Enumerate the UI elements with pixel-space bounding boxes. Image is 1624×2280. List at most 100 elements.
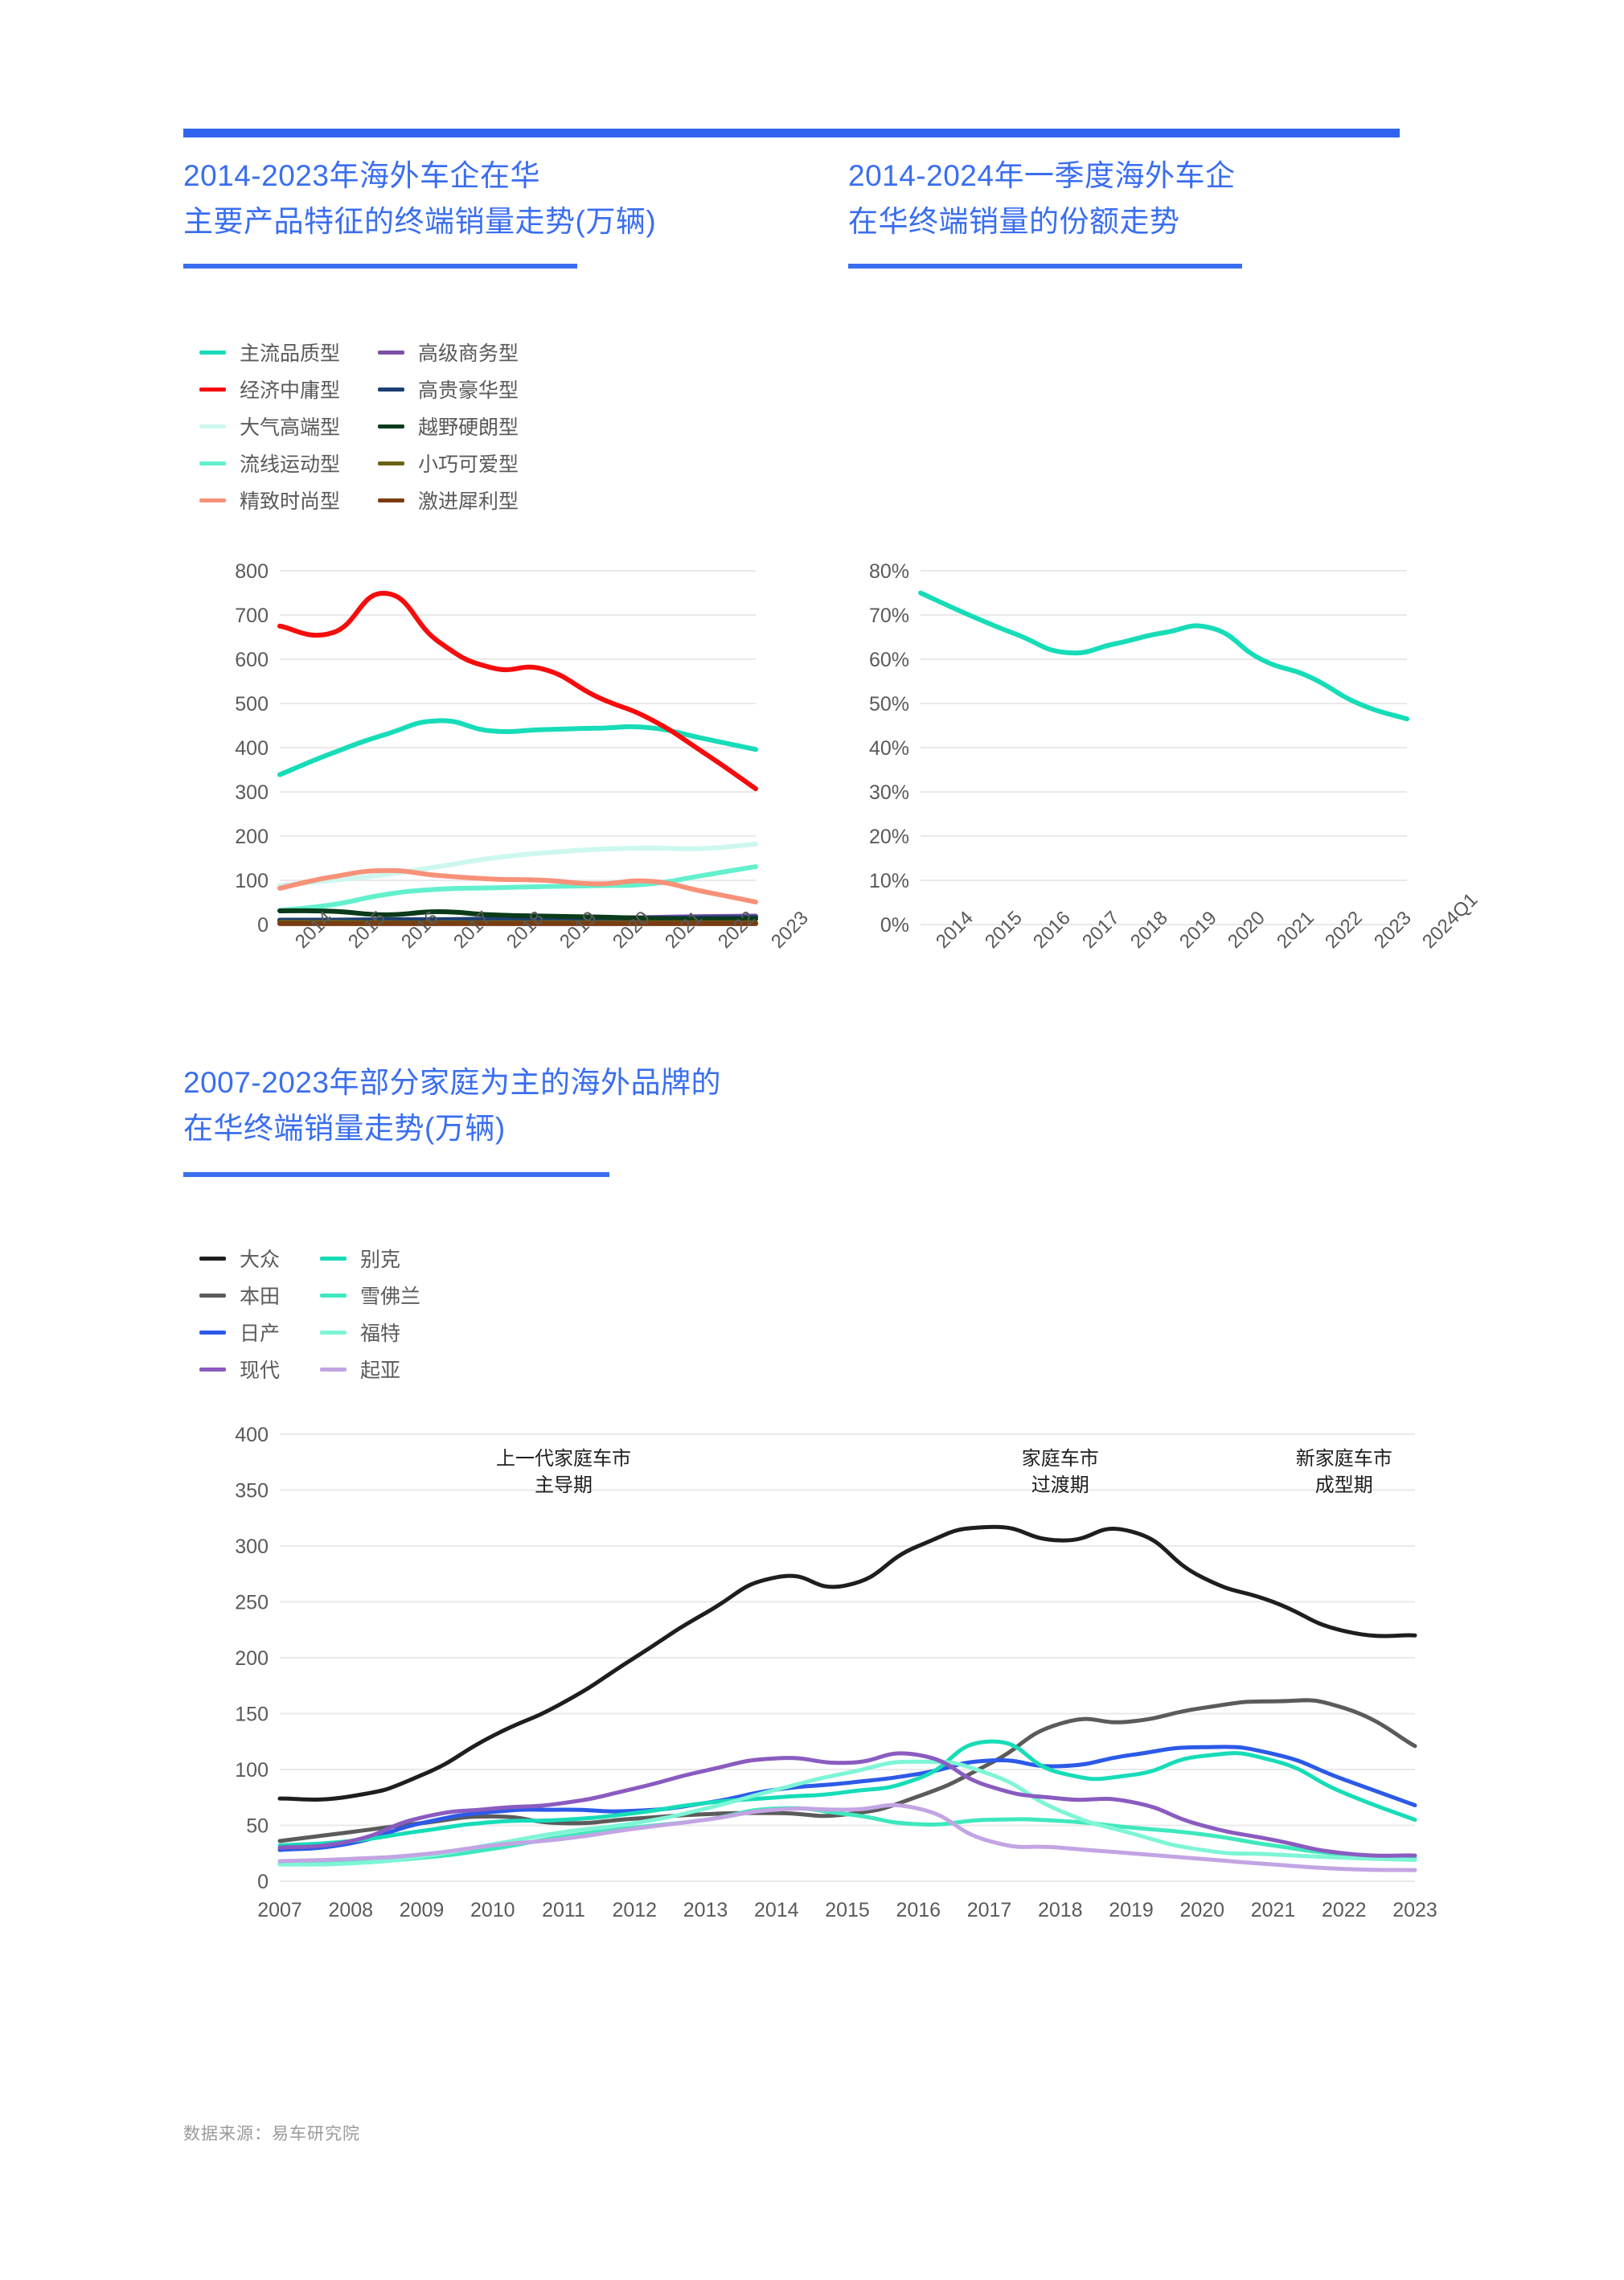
legend-item[interactable]: 激进犀利型	[378, 482, 556, 519]
x-axis-tick-label: 2012	[612, 1899, 658, 1921]
series-line	[277, 1806, 1417, 1866]
legend-swatch-icon	[320, 1330, 347, 1335]
chart1-title-underline	[183, 264, 577, 269]
legend-label: 小巧可爱型	[418, 453, 519, 476]
x-axis-tick-label: 2010	[470, 1899, 515, 1921]
legend-swatch-icon	[199, 1330, 226, 1335]
chart2-overseas-share: 0% 10% 20% 30% 40% 50% 60% 70% 80% 2014 2015 2016 20…	[820, 560, 1483, 1013]
legend-label: 日产	[240, 1322, 281, 1345]
y-axis-tick-label: 200	[235, 1647, 269, 1670]
legend-item[interactable]: 日产	[199, 1314, 320, 1351]
legend-swatch-icon	[378, 350, 404, 355]
legend-swatch-icon	[199, 387, 226, 392]
legend-item[interactable]: 大众	[199, 1240, 320, 1277]
legend-label: 大众	[240, 1249, 281, 1271]
chart1-title: 2014-2023年海外车企在华 主要产品特征的终端销量走势(万辆)	[183, 159, 657, 238]
legend-label: 流线运动型	[240, 453, 341, 476]
y-axis-tick-label: 80%	[869, 563, 909, 583]
y-axis-tick-label: 300	[235, 1536, 269, 1558]
legend-item[interactable]: 本田	[199, 1277, 320, 1314]
legend-label: 大气高端型	[240, 416, 341, 439]
series-line	[277, 908, 758, 922]
legend-item[interactable]: 现代	[199, 1351, 320, 1388]
chart1-legend: 主流品质型 高级商务型经济中庸型 高贵豪华型大气高端型 越野硬朗型流线运动型 小巧可爱型…	[199, 334, 585, 519]
series-line	[277, 867, 758, 904]
series-line	[277, 1739, 1417, 1848]
period-annotation: 家庭车市 过渡期	[1021, 1448, 1099, 1496]
legend-swatch-icon	[199, 350, 226, 355]
x-axis-tick-label: 2007	[257, 1899, 302, 1921]
legend-item[interactable]: 别克	[320, 1240, 441, 1277]
period-annotation: 新家庭车市 成型期	[1295, 1448, 1392, 1496]
series-line	[277, 841, 758, 888]
chart3-title: 2007-2023年部分家庭为主的海外品牌的 在华终端销量走势(万辆)	[183, 1066, 721, 1145]
y-axis-tick-label: 0	[257, 914, 269, 937]
legend-swatch-icon	[199, 1256, 226, 1261]
legend-item[interactable]: 雪佛兰	[320, 1277, 441, 1314]
y-axis-tick-label: 400	[235, 737, 269, 760]
y-axis-tick-label: 60%	[869, 649, 909, 671]
chart-plot-area: 0 50 100 150 200 250 300 350 400	[235, 1424, 1417, 1893]
legend-label: 精致时尚型	[240, 490, 341, 513]
x-axis-tick-label: 2024Q1	[1418, 888, 1483, 953]
y-axis-tick-label: 150	[235, 1704, 269, 1726]
x-axis-tick-label: 2022	[1321, 1899, 1367, 1921]
legend-item[interactable]: 高贵豪华型	[378, 371, 556, 408]
legend-swatch-icon	[378, 461, 404, 465]
y-axis-tick-label: 40%	[869, 737, 909, 760]
data-source-note: 数据来源：易车研究院	[183, 2125, 360, 2143]
legend-swatch-icon	[320, 1293, 347, 1298]
legend-label: 起亚	[360, 1359, 401, 1382]
legend-item[interactable]: 小巧可爱型	[378, 445, 556, 482]
legend-label: 福特	[360, 1322, 401, 1345]
y-axis-tick-label: 100	[235, 870, 269, 892]
series-line	[918, 590, 1409, 722]
y-axis-tick-label: 800	[235, 563, 269, 583]
legend-item[interactable]: 精致时尚型	[199, 482, 378, 519]
legend-item[interactable]: 大气高端型	[199, 408, 378, 445]
y-axis-tick-label: 200	[235, 826, 269, 848]
x-axis-tick-label: 2019	[1109, 1899, 1154, 1921]
legend-item[interactable]: 流线运动型	[199, 445, 378, 482]
y-axis-tick-label: 400	[235, 1424, 269, 1446]
x-axis-tick-label: 2017	[966, 1899, 1012, 1921]
x-axis-tick-label: 2009	[399, 1899, 445, 1921]
y-axis-tick-label: 0	[257, 1871, 269, 1893]
legend-label: 别克	[360, 1249, 401, 1271]
x-axis-tick-label: 2015	[825, 1899, 870, 1921]
y-axis-tick-label: 250	[235, 1592, 269, 1614]
y-axis-tick-label: 10%	[869, 870, 909, 892]
legend-item[interactable]: 高级商务型	[378, 334, 556, 371]
legend-swatch-icon	[199, 424, 226, 429]
y-axis-tick-label: 600	[235, 649, 269, 671]
legend-swatch-icon	[199, 461, 226, 465]
x-axis-tick-label: 2020	[1179, 1899, 1225, 1921]
legend-swatch-icon	[378, 387, 404, 392]
legend-label: 激进犀利型	[418, 490, 519, 513]
legend-swatch-icon	[378, 498, 404, 502]
legend-swatch-icon	[320, 1256, 347, 1261]
legend-item[interactable]: 越野硬朗型	[378, 408, 556, 445]
legend-label: 经济中庸型	[240, 379, 341, 402]
legend-swatch-icon	[199, 1293, 226, 1298]
series-line	[277, 1524, 1417, 1802]
y-axis-tick-label: 50	[246, 1815, 269, 1838]
legend-item[interactable]: 福特	[320, 1314, 441, 1351]
legend-label: 高贵豪华型	[418, 379, 519, 402]
legend-item[interactable]: 经济中庸型	[199, 371, 378, 408]
period-annotation: 上一代家庭车市 主导期	[496, 1448, 631, 1496]
legend-item[interactable]: 起亚	[320, 1351, 441, 1388]
x-axis-tick-label: 2023	[767, 907, 813, 953]
legend-item[interactable]: 主流品质型	[199, 334, 378, 371]
legend-swatch-icon	[378, 424, 404, 429]
y-axis-tick-label: 0%	[880, 914, 909, 937]
series-line	[277, 1745, 1417, 1852]
chart-plot-area: 0 100 200 300 400 500 600 700 800	[235, 560, 758, 937]
chart2-title: 2014-2024年一季度海外车企 在华终端销量的份额走势	[848, 159, 1236, 238]
y-axis-tick-label: 70%	[869, 605, 909, 627]
legend-swatch-icon	[199, 1367, 226, 1372]
series-line	[277, 1802, 1417, 1872]
legend-label: 高级商务型	[418, 342, 519, 365]
chart2-title-underline	[848, 264, 1242, 269]
chart3-legend: 大众 别克本田 雪佛兰日产 福特现代 起亚	[199, 1240, 537, 1388]
